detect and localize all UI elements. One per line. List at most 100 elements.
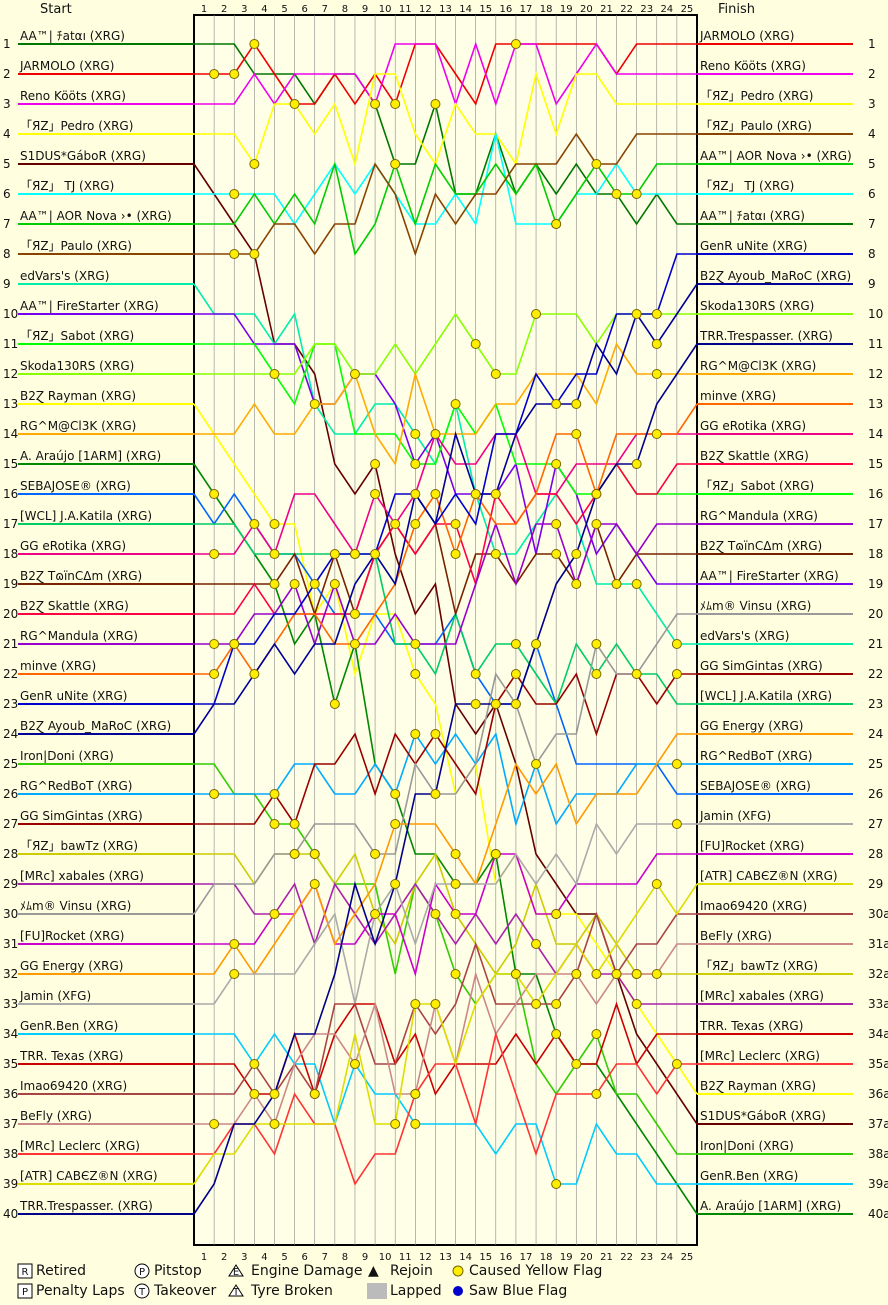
yellow-flag-marker	[209, 789, 220, 799]
series-line	[194, 521, 697, 647]
lap-tick-top: 23	[640, 4, 653, 15]
start-position: 14	[3, 427, 18, 441]
yellow-flag-marker	[631, 309, 642, 319]
yellow-flag-marker	[470, 699, 481, 709]
series-line	[194, 733, 697, 976]
yellow-flag-marker	[551, 1029, 562, 1039]
yellow-flag-marker	[410, 1089, 421, 1099]
finish-driver-name: AA™| ﾁatαı (XRG)	[700, 209, 805, 223]
finish-driver-name: minve (XRG)	[700, 389, 776, 403]
start-driver-name: SEBAJOSE® (XRG)	[20, 479, 131, 493]
yellow-flag-marker	[309, 1089, 320, 1099]
finish-position: 10	[868, 307, 883, 321]
lap-tick-top: 25	[681, 4, 694, 15]
yellow-flag-marker	[410, 1119, 421, 1129]
lap-tick-bottom: 19	[560, 1252, 573, 1263]
yellow-flag-marker	[370, 849, 381, 859]
yellow-flag-marker	[470, 669, 481, 679]
yellow-flag-marker	[551, 1179, 562, 1189]
yellow-flag-marker	[671, 1059, 682, 1069]
yellow-flag-marker	[611, 189, 622, 199]
start-position: 38	[3, 1147, 18, 1161]
finish-position: 16	[868, 487, 883, 501]
start-position: 2	[3, 67, 11, 81]
start-position: 24	[3, 727, 18, 741]
finish-position: 26	[868, 787, 883, 801]
finish-position: 1	[868, 37, 876, 51]
series-line	[193, 343, 698, 1215]
header-finish: Finish	[718, 2, 755, 17]
start-driver-name: S1DUS*GáboR (XRG)	[20, 149, 146, 163]
finish-driver-name: A. Araújo [1ARM] (XRG)	[700, 1199, 841, 1213]
yellow-flag-marker	[249, 159, 260, 169]
yellow-flag-marker	[430, 429, 441, 439]
yellow-flag-marker	[450, 549, 461, 559]
legend-lapped-swatch	[367, 1283, 387, 1299]
yellow-flag-marker	[531, 309, 542, 319]
yellow-flag-marker	[450, 909, 461, 919]
legend-pitstop-label: Pitstop	[154, 1263, 202, 1279]
yellow-flag-marker	[430, 729, 441, 739]
lap-tick-top: 12	[419, 4, 432, 15]
start-driver-name: 「ЯZ」bawTz (XRG)	[20, 839, 138, 853]
series-line	[193, 613, 697, 915]
lap-tick-bottom: 8	[342, 1252, 348, 1263]
yellow-flag-marker	[349, 1059, 360, 1069]
start-driver-name: BeFly (XRG)	[20, 1109, 92, 1123]
start-driver-name: TRR.Trespasser. (XRG)	[19, 1199, 153, 1213]
lap-tick-bottom: 12	[419, 1252, 432, 1263]
finish-position: 8	[868, 247, 876, 261]
legend-takeover-circle	[134, 1283, 150, 1299]
start-position: 34	[3, 1027, 18, 1041]
yellow-flag-marker	[209, 669, 220, 679]
yellow-flag-marker	[651, 309, 662, 319]
legend-tyre-symbol: T	[232, 1287, 240, 1298]
finish-position: 39a	[868, 1177, 888, 1191]
start-driver-name: Iron|Doni (XRG)	[20, 749, 114, 763]
yellow-flag-marker	[651, 429, 662, 439]
legend-pitstop-symbol: P	[139, 1267, 145, 1278]
yellow-flag-marker	[430, 99, 441, 109]
lap-tick-top: 3	[241, 4, 247, 15]
lap-tick-top: 17	[520, 4, 533, 15]
yellow-flag-marker	[209, 549, 220, 559]
start-position: 3	[3, 97, 11, 111]
finish-position: 27	[868, 817, 883, 831]
yellow-flag-marker	[410, 429, 421, 439]
start-driver-name: Skoda130RS (XRG)	[20, 359, 134, 373]
start-driver-name: AA™| AOR Nova ›• (XRG)	[20, 209, 172, 223]
finish-driver-name: GenR.Ben (XRG)	[700, 1169, 798, 1183]
finish-position: 9	[868, 277, 876, 291]
legend-blue-label: Saw Blue Flag	[469, 1283, 567, 1299]
finish-position: 7	[868, 217, 876, 231]
finish-driver-name: B2Ɀ TɷïnCΔm (XRG)	[700, 539, 822, 554]
lap-tick-top: 19	[560, 4, 573, 15]
yellow-flag-marker	[309, 399, 320, 409]
yellow-flag-marker	[249, 669, 260, 679]
yellow-flag-marker	[349, 609, 360, 619]
yellow-flag-marker	[450, 879, 461, 889]
legend-takeover-symbol: T	[138, 1287, 146, 1298]
lap-tick-top: 1	[201, 4, 207, 15]
start-driver-name: TRR. Texas (XRG)	[19, 1049, 123, 1063]
start-position: 36	[3, 1087, 18, 1101]
start-position: 10	[3, 307, 18, 321]
yellow-flag-marker	[390, 789, 401, 799]
yellow-flag-marker	[611, 969, 622, 979]
start-driver-name: B2Ɀ Rayman (XRG)	[20, 389, 136, 404]
legend-rejoin-label: Rejoin	[390, 1263, 433, 1279]
yellow-flag-marker	[510, 969, 521, 979]
series-line	[194, 41, 697, 107]
yellow-flag-marker	[410, 999, 421, 1009]
start-driver-name: [MRc] Leclerc (XRG)	[20, 1139, 140, 1153]
finish-position: 28	[868, 847, 883, 861]
yellow-flag-marker	[289, 819, 300, 829]
finish-position: 31a	[868, 937, 888, 951]
start-driver-name: [ATR] CABЄZ®N (XRG)	[20, 1169, 158, 1183]
series-line	[194, 71, 697, 167]
lap-tick-bottom: 22	[620, 1252, 633, 1263]
series-line	[194, 432, 697, 556]
yellow-flag-marker	[510, 639, 521, 649]
start-position: 20	[3, 607, 18, 621]
start-driver-name: edVars's (XRG)	[20, 269, 109, 283]
